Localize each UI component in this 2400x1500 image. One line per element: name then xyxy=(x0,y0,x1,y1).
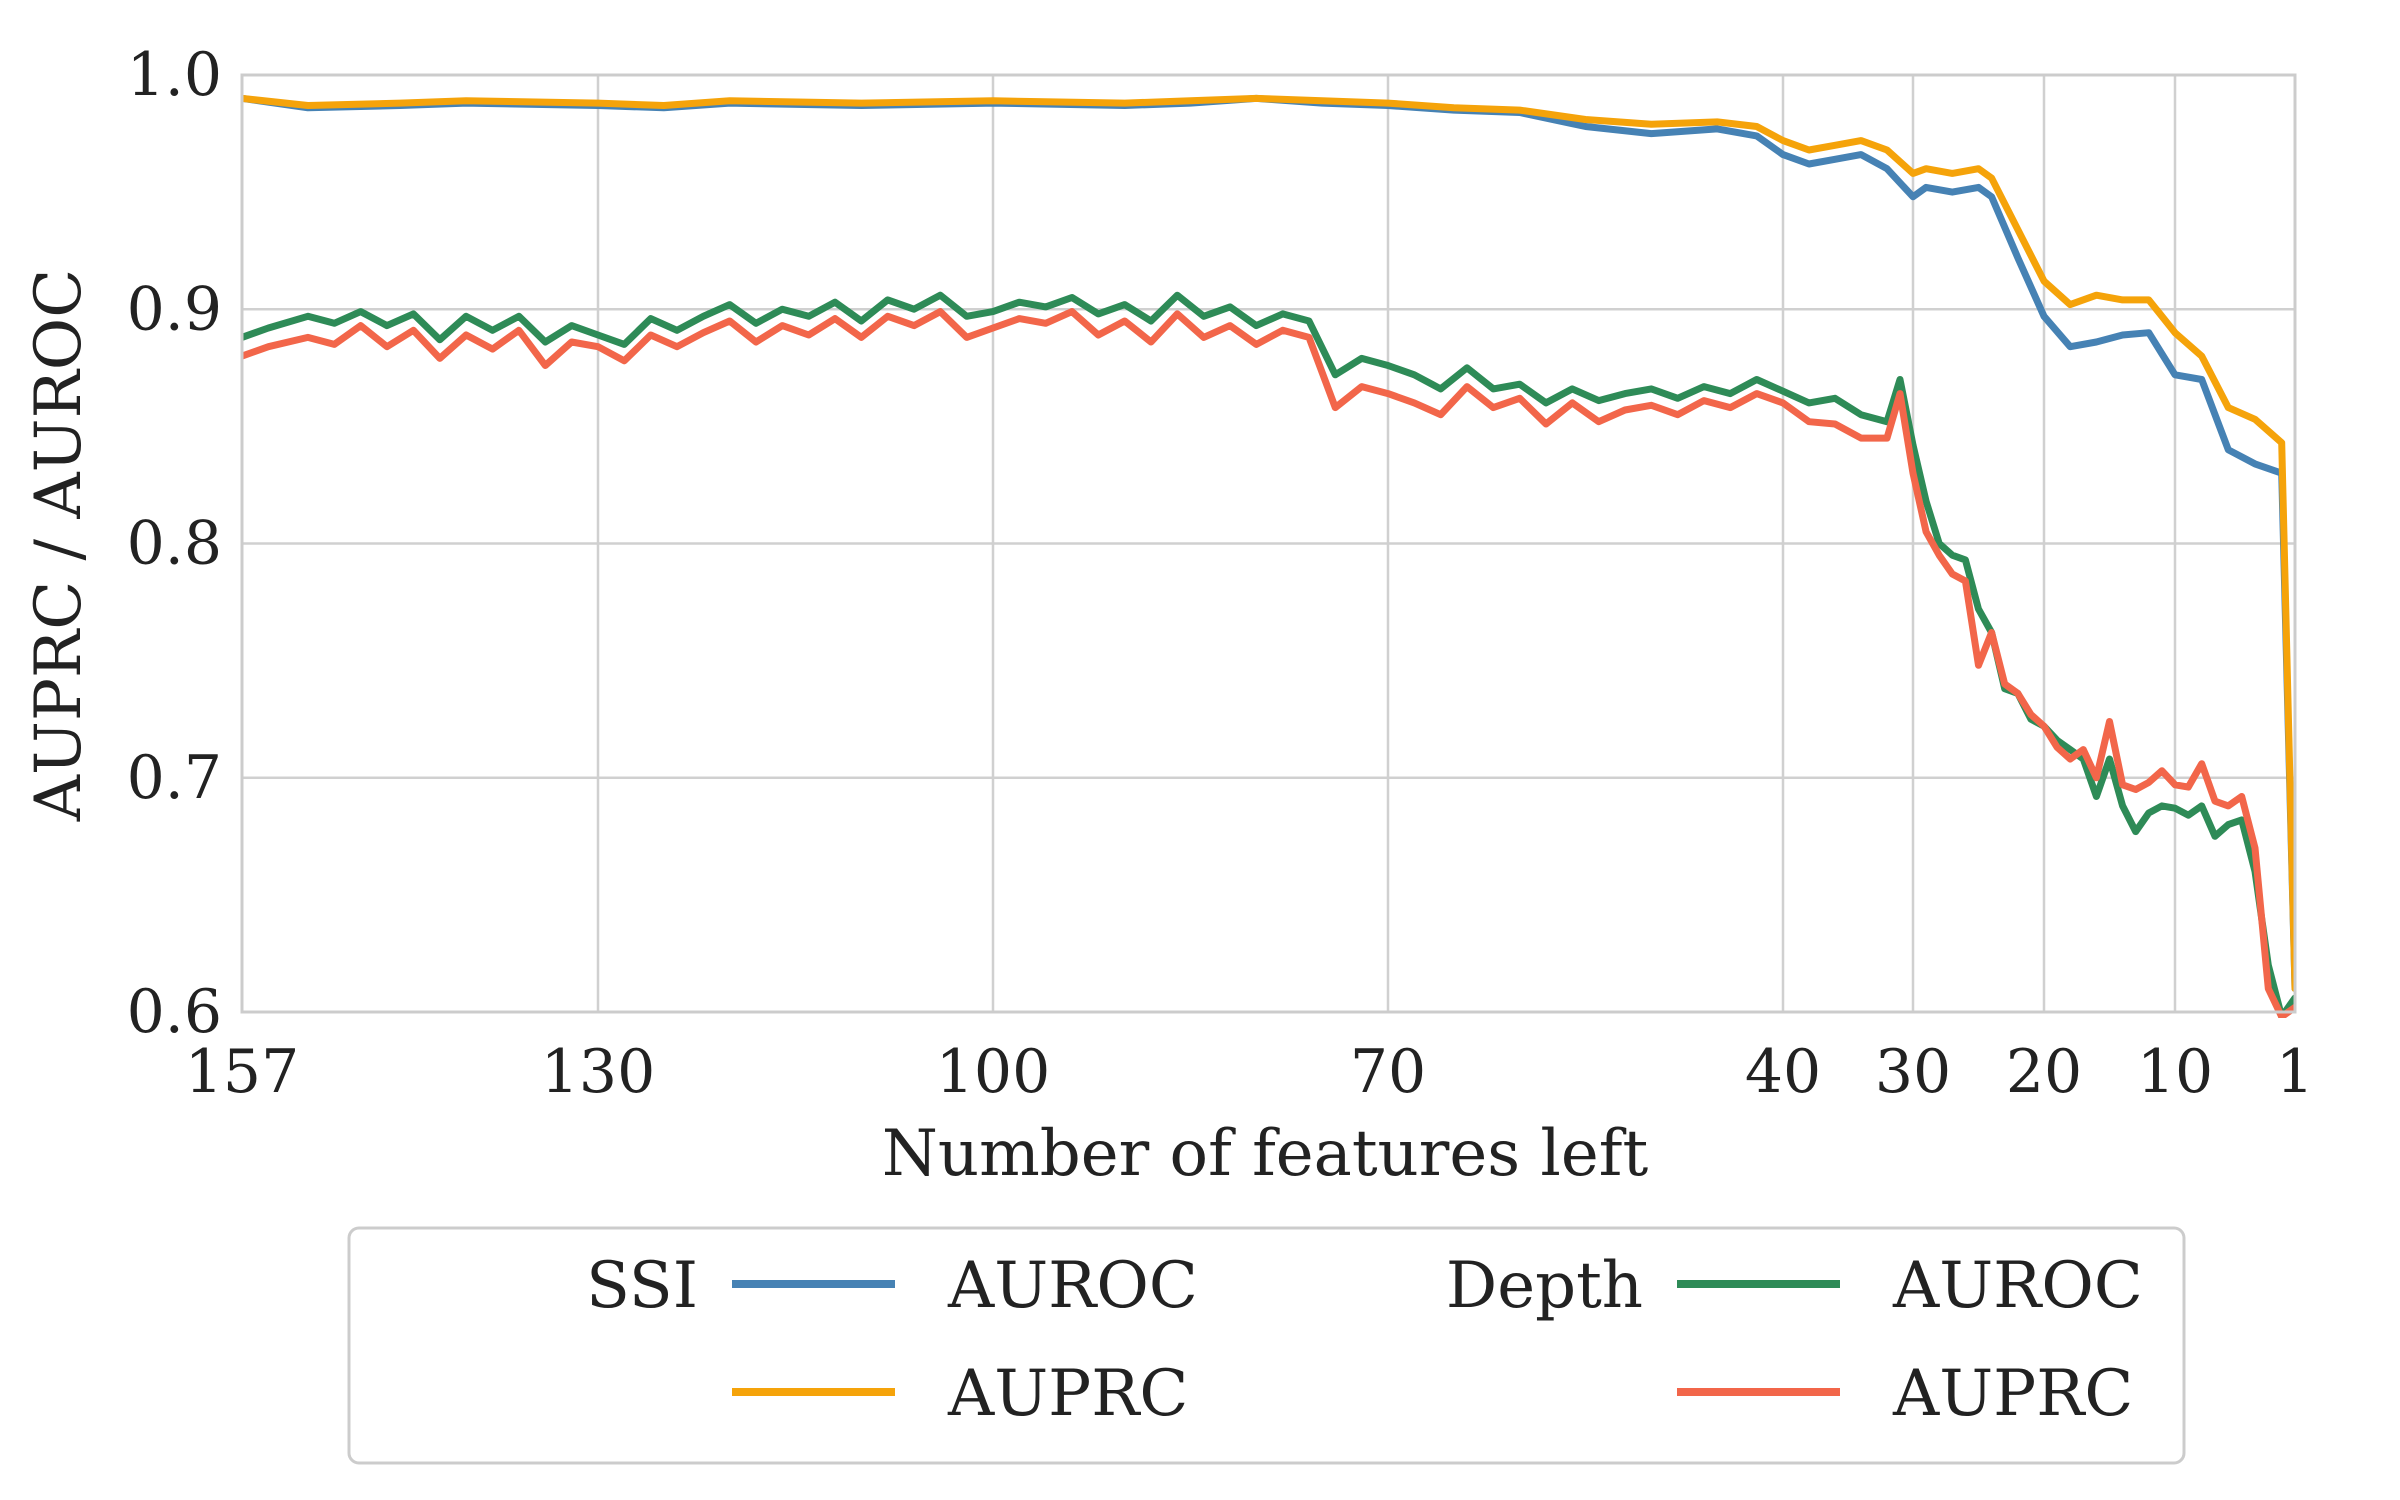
series-layer xyxy=(242,94,2295,1018)
x-tick-label: 40 xyxy=(1745,1037,1821,1107)
series-line-depth-auprc xyxy=(242,308,2295,1018)
series-line-depth-auroc xyxy=(242,291,2295,1018)
x-tick-label: 157 xyxy=(185,1037,300,1107)
x-tick-label: 30 xyxy=(1875,1037,1951,1107)
legend-label-depth-auroc: AUROC xyxy=(1892,1249,2143,1323)
legend-label-ssi-auroc: AUROC xyxy=(947,1249,1198,1323)
y-tick-label: 0.7 xyxy=(127,743,222,813)
grid xyxy=(240,73,2297,1014)
legend-label-ssi-auprc: AUPRC xyxy=(947,1357,1188,1431)
x-tick-label: 70 xyxy=(1350,1037,1426,1107)
x-tick-label: 100 xyxy=(936,1037,1051,1107)
legend-label-depth-auprc: AUPRC xyxy=(1892,1357,2133,1431)
y-axis-label: AUPRC / AUROC xyxy=(22,269,96,822)
x-tick-label: 130 xyxy=(541,1037,656,1107)
tick-layer: 157 130 100 70 40 30 20 10 1 0.6 0.7 0.8 0.9 1.0 xyxy=(127,40,2315,1107)
x-tick-label: 10 xyxy=(2137,1037,2213,1107)
legend: SSI AUROC AUPRC Depth AUROC AUPRC xyxy=(347,1226,2186,1465)
x-tick-label: 20 xyxy=(2006,1037,2082,1107)
series-line-ssi-auprc xyxy=(242,94,2295,993)
y-tick-label: 1.0 xyxy=(127,40,222,110)
x-axis-label: Number of features left xyxy=(882,1117,1649,1191)
y-tick-label: 0.8 xyxy=(127,509,222,579)
y-tick-label: 0.6 xyxy=(127,977,222,1047)
legend-group-title-ssi: SSI xyxy=(586,1249,698,1323)
plot-frame xyxy=(240,73,2297,1014)
x-tick-label: 1 xyxy=(2276,1037,2314,1107)
y-tick-label: 0.9 xyxy=(127,274,222,344)
legend-group-title-depth: Depth xyxy=(1446,1249,1643,1323)
